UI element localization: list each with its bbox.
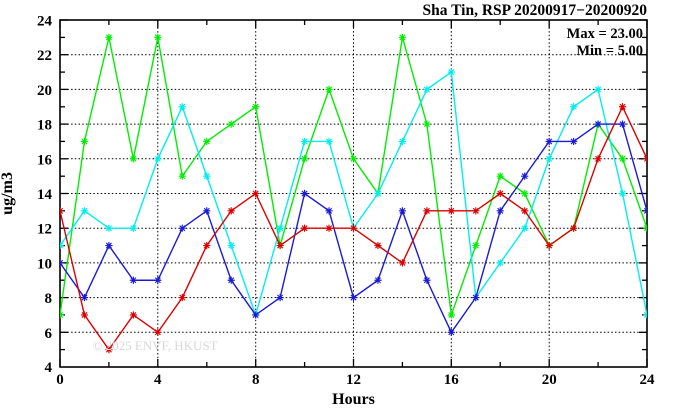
- svg-text:Hours: Hours: [332, 391, 375, 408]
- svg-text:24: 24: [640, 372, 656, 388]
- svg-text:4: 4: [154, 372, 162, 388]
- svg-text:10: 10: [37, 256, 52, 272]
- svg-text:12: 12: [37, 222, 52, 238]
- svg-text:14: 14: [37, 187, 53, 203]
- svg-text:22: 22: [37, 48, 52, 64]
- svg-text:16: 16: [444, 372, 460, 388]
- svg-text:0: 0: [56, 372, 64, 388]
- svg-text:Sha Tin, RSP 20200917−20200920: Sha Tin, RSP 20200917−20200920: [423, 2, 648, 19]
- svg-text:6: 6: [45, 326, 53, 342]
- svg-text:© 2025 ENVF, HKUST: © 2025 ENVF, HKUST: [92, 338, 217, 353]
- svg-text:Min = 5.00: Min = 5.00: [576, 43, 643, 59]
- svg-text:20: 20: [37, 83, 52, 99]
- svg-text:16: 16: [37, 152, 53, 168]
- svg-text:8: 8: [252, 372, 260, 388]
- svg-text:4: 4: [45, 360, 53, 376]
- svg-text:ug/m3: ug/m3: [0, 172, 16, 215]
- svg-text:18: 18: [37, 118, 52, 134]
- svg-text:24: 24: [37, 14, 53, 30]
- svg-text:12: 12: [346, 372, 361, 388]
- svg-text:8: 8: [45, 291, 53, 307]
- svg-text:Max = 23.00: Max = 23.00: [567, 26, 643, 42]
- svg-text:20: 20: [542, 372, 557, 388]
